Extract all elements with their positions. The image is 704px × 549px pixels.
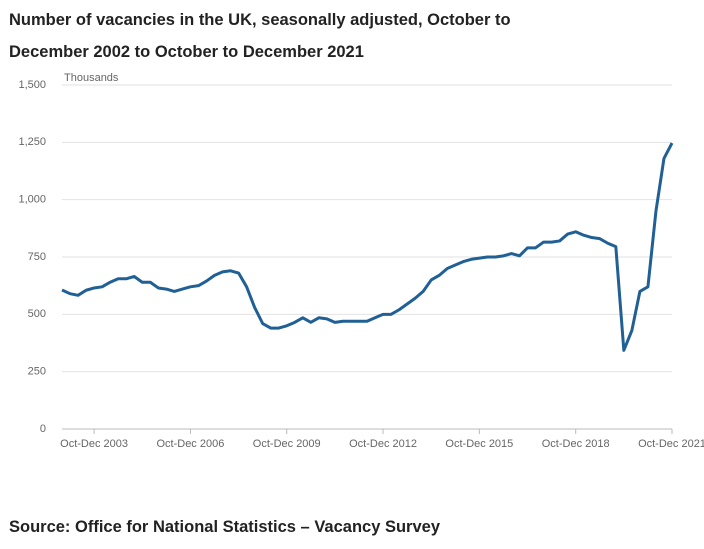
x-tick-label: Oct-Dec 2009 xyxy=(253,438,321,450)
chart-title: Number of vacancies in the UK, seasonall… xyxy=(9,11,511,61)
x-tick-label: Oct-Dec 2003 xyxy=(60,438,128,450)
y-tick-label: 750 xyxy=(28,251,46,263)
y-tick-label: 1,250 xyxy=(18,136,46,148)
y-tick-label: 0 xyxy=(40,423,46,435)
y-tick-label: 500 xyxy=(28,308,46,320)
y-tick-label: 1,500 xyxy=(18,79,46,91)
x-tick-label: Oct-Dec 2015 xyxy=(445,438,513,450)
x-tick-label: Oct-Dec 2021 xyxy=(638,438,704,450)
x-tick-label: Oct-Dec 2012 xyxy=(349,438,417,450)
source: Source: Office for National Statistics –… xyxy=(9,518,440,536)
y-tick-label: 250 xyxy=(28,366,46,378)
x-tick-label: Oct-Dec 2018 xyxy=(542,438,610,450)
x-tick-label: Oct-Dec 2006 xyxy=(156,438,224,450)
data-line xyxy=(61,142,674,352)
y-tick-label: 1,000 xyxy=(18,194,46,206)
y-axis-label: Thousands xyxy=(64,72,119,84)
